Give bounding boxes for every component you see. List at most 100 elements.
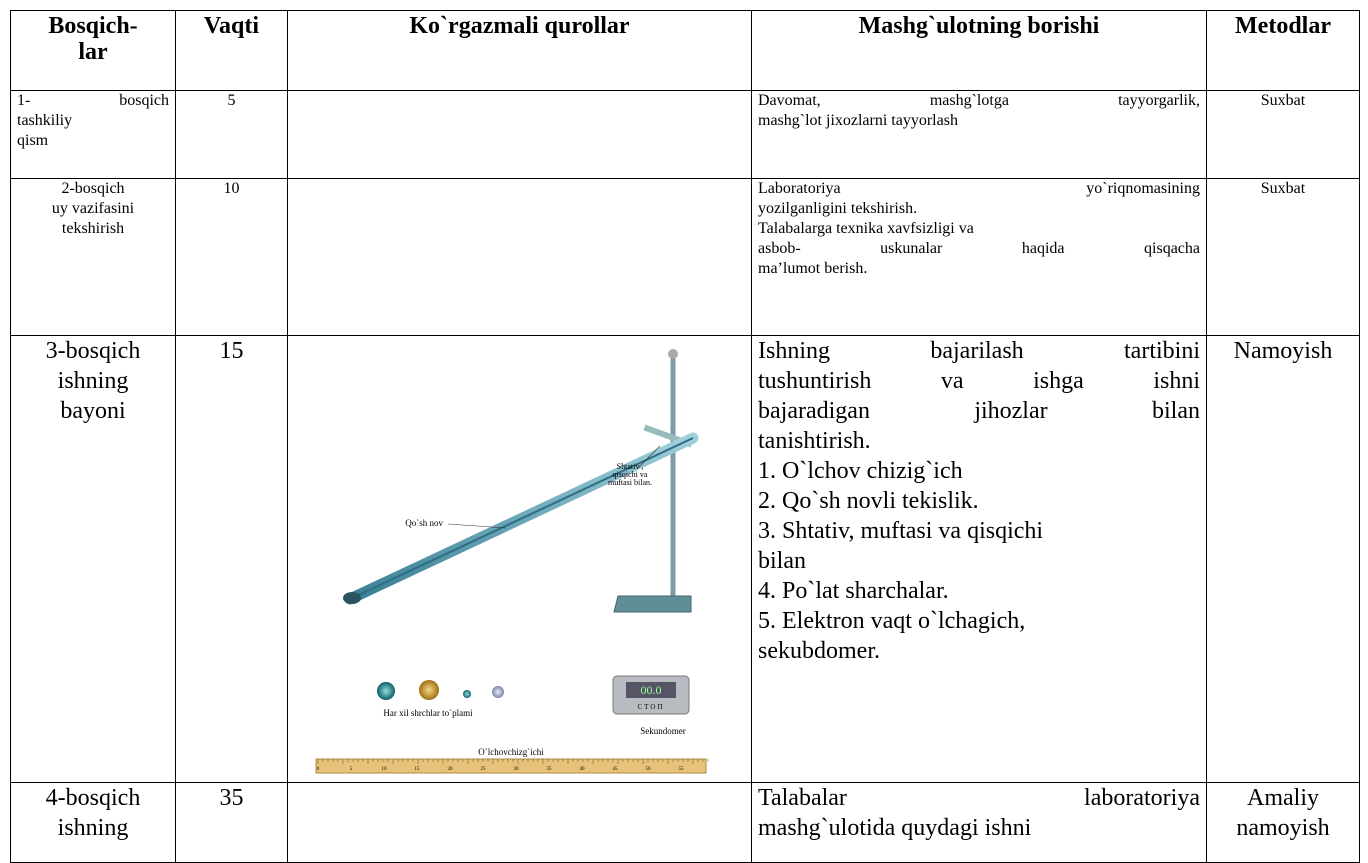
visual-cell [287,782,752,863]
stage-cell: 3-bosqich ishning bayoni [10,335,176,783]
text-line: asbob- uskunalar haqida qisqacha [758,240,1200,257]
text-line: lar [78,39,108,65]
process-cell: Ishning bajarilash tartibini tushuntirish… [751,335,1207,783]
figure-label: Shtativ , [617,462,644,471]
text-line: uy vazifasini [51,200,135,217]
text-line: namoyish [1236,815,1330,841]
ruler-mark: 20 [448,767,454,772]
figure-label: O`lchovchizg`ichi [478,747,544,757]
trough-end [343,592,361,604]
row: 3-bosqich ishning bayoni 15 Qo`sh nov Shta… [10,335,1360,783]
ruler-mark: 10 [382,767,388,772]
figure-label: muftasi bilan. [608,478,652,487]
text-line: Amaliy [1247,785,1319,811]
figure-label: qisqichi va [613,470,648,479]
text-line: Laboratoriya yo`riqnomasining [758,180,1200,197]
row: 1- bosqich tashkiliy qism 5 Davomat, mashg… [10,90,1360,179]
header-row: Bosqich-lar Vaqti Ko`rgazmali qurollar M… [10,10,1360,91]
ruler-mark: 15 [415,767,421,772]
text-line: ishning [57,815,129,841]
text-line: ma’lumot berish. [758,260,868,277]
text-line: ishning [57,368,129,394]
header-cell: Vaqti [175,10,288,91]
stopwatch-display [626,682,676,698]
display-text: 00.0 [641,683,662,697]
ruler-mark: 25 [481,767,487,772]
method-cell: Namoyish [1206,335,1360,783]
method-cell: Suxbat [1206,90,1360,179]
time-cell: 10 [175,178,288,336]
text-line: Ko`rgazmali qurollar [409,13,630,39]
text-line: tanishtirish. [758,428,871,454]
text-line: 4. Po`lat sharchalar. [758,578,949,604]
header-cell: Ko`rgazmali qurollar [287,10,752,91]
text-line: tashkiliy [17,112,73,129]
text-line: Ishning bajarilash tartibini [758,338,1200,364]
header-cell: Metodlar [1206,10,1360,91]
stand-base [613,595,692,613]
visual-cell: Qo`sh nov Shtativ , qisqichi va muftasi bi… [287,335,752,783]
text-line: 1- bosqich [17,92,169,109]
method-cell: Amaliy namoyish [1206,782,1360,863]
text-line: Vaqti [203,13,260,39]
text-line: Talabalarga texnika xavfsizligi va [758,220,974,237]
trough-edge [349,437,694,600]
lesson-table: Bosqich-lar Vaqti Ko`rgazmali qurollar M… [10,10,1360,863]
row: 4-bosqich ishning 35 Talabalar laboratori… [10,782,1360,863]
figure-label: Sekundomer [640,726,686,736]
header-cell: Mashg`ulotning borishi [751,10,1207,91]
text-line: mashg`lot jixozlarni tayyorlash [758,112,958,129]
row: 2-bosqich uy vazifasini tekshirish 10 Labo… [10,178,1360,336]
time-cell: 5 [175,90,288,179]
ruler [315,758,707,774]
stage-cell: 4-bosqich ishning [10,782,176,863]
stage-cell: 2-bosqich uy vazifasini tekshirish [10,178,176,336]
process-cell: Davomat, mashg`lotga tayyorgarlik, mashg`… [751,90,1207,179]
visual-cell [287,178,752,336]
ruler-mark: 0 [317,767,320,772]
ruler-mark: 40 [580,767,586,772]
text-line: bilan [758,548,806,574]
ruler-mark: 30 [514,767,520,772]
text-line: Talabalar laboratoriya [758,785,1200,811]
text-line: Davomat, mashg`lotga tayyorgarlik, [758,92,1200,109]
ruler-mark: 5 [350,767,353,772]
time-cell: 15 [175,335,288,783]
ball [463,690,471,698]
text-line: 1. O`lchov chizig`ich [758,458,963,484]
text-line: bayoni [60,398,126,424]
process-cell: Talabalar laboratoriya mashg`ulotida quyd… [751,782,1207,863]
time-cell: 35 [175,782,288,863]
text-line: 3. Shtativ, muftasi va qisqichi [758,518,1044,544]
text-line: mashg`ulotida quydagi ishni [758,815,1032,841]
ruler-mark: 55 [679,767,685,772]
text-line: tekshirish [61,220,125,237]
text-line: tushuntirish va ishga ishni [758,368,1200,394]
method-cell: Suxbat [1206,178,1360,336]
process-cell: Laboratoriya yo`riqnomasining yozilganlig… [751,178,1207,336]
text-line: qism [17,132,49,149]
text-line: Bosqich- [48,13,138,39]
ball [419,680,439,700]
text-line: 3-bosqich [45,338,141,364]
stand-knob [668,349,678,359]
text-line: Namoyish [1233,338,1333,364]
leader [637,445,661,469]
text-line: Mashg`ulotning borishi [858,13,1100,39]
ball [492,686,504,698]
stage-cell: 1- bosqich tashkiliy qism [10,90,176,179]
figure-label: Har xil shrchlar to`plami [383,708,473,718]
figure-label: Qo`sh nov [405,518,443,528]
stop-label: СТОП [638,703,665,711]
text-line: Suxbat [1260,92,1306,109]
text-line: bajaradigan jihozlar bilan [758,398,1200,424]
text-line: 2-bosqich [61,180,125,197]
text-line: Suxbat [1260,180,1306,197]
visual-cell [287,90,752,179]
text-line: sekubdomer. [758,638,880,664]
ruler-mark: 50 [646,767,652,772]
text-line: Metodlar [1235,13,1331,39]
header-cell: Bosqich-lar [10,10,176,91]
ball [377,682,395,700]
